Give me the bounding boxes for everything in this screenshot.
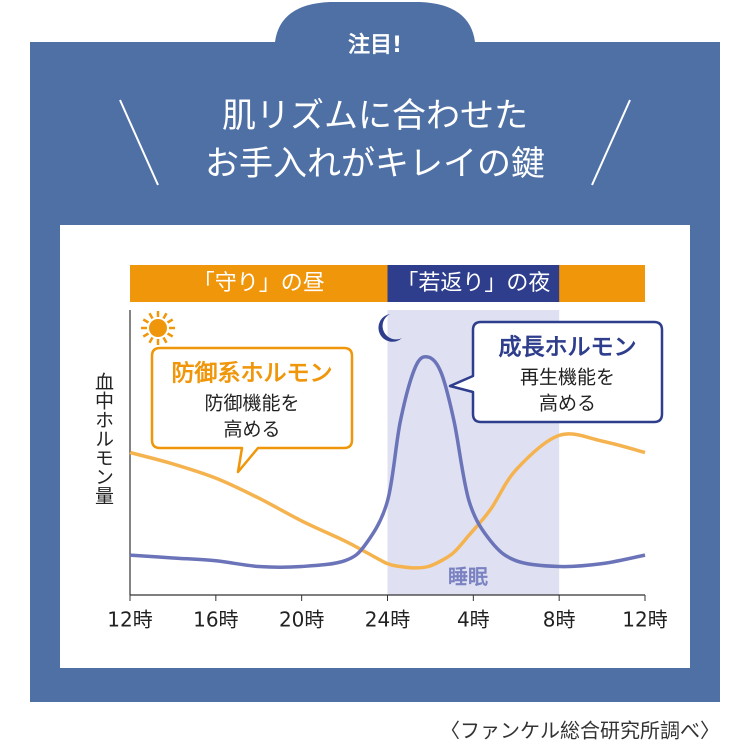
sun-ray: [142, 332, 150, 338]
y-axis-label: 血中ホルモン量: [92, 372, 114, 505]
callout-text: 高める: [539, 393, 596, 415]
sleep-label: 睡眠: [448, 565, 488, 589]
callout-text: 高める: [223, 419, 280, 441]
sun-ray: [166, 318, 174, 324]
x-tick-label: 12時: [622, 608, 667, 632]
decor-slash: [119, 99, 159, 186]
callout-title: 防御系ホルモン: [172, 360, 333, 387]
tab: [275, 2, 475, 42]
callout-title: 成長ホルモン: [499, 335, 637, 361]
sun-ray: [148, 336, 154, 344]
badge: 注目!: [348, 32, 402, 58]
period-label: 「若返り」の夜: [396, 271, 550, 296]
callout-box: [448, 320, 664, 424]
title: お手入れがキレイの鍵: [205, 144, 545, 184]
sun-core: [149, 319, 167, 337]
x-tick-label: 4時: [457, 608, 490, 632]
x-tick-label: 12時: [107, 608, 152, 632]
sun-ray: [148, 312, 154, 320]
sun-ray: [166, 332, 174, 338]
series-line: [129, 432, 646, 570]
source: 〈ファンケル総合研究所調べ〉: [440, 719, 720, 743]
callout-text: 再生機能を: [520, 367, 615, 389]
period-label: 「守り」の昼: [193, 271, 325, 296]
sun-ray: [142, 318, 150, 324]
moon-icon: [378, 314, 402, 342]
sun-icon: [141, 311, 175, 345]
sun-ray: [162, 312, 168, 320]
decor-slash: [591, 99, 631, 186]
period-band: [387, 265, 560, 302]
series-line: [129, 354, 646, 569]
x-tick-label: 16時: [193, 608, 238, 632]
callout-box: [150, 346, 354, 474]
x-tick-label: 24時: [365, 608, 410, 632]
sun-ray: [162, 336, 168, 344]
x-tick-label: 20時: [279, 608, 324, 632]
title: 肌リズムに合わせた: [222, 96, 528, 136]
callout-text: 防御機能を: [204, 393, 299, 415]
x-tick-label: 8時: [543, 608, 576, 632]
